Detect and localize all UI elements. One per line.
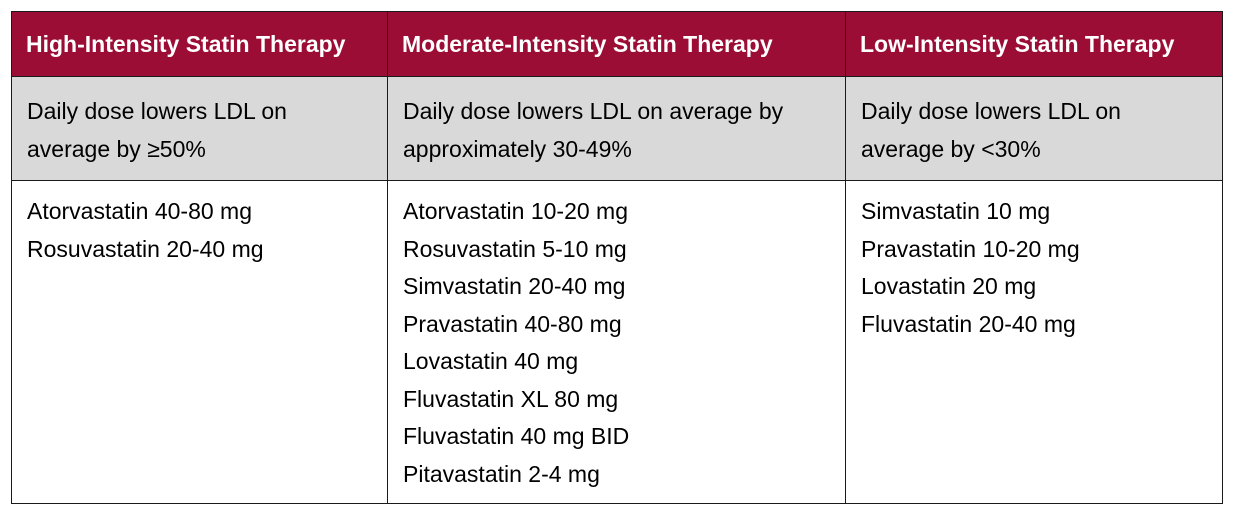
drug-list-moderate: Atorvastatin 10-20 mg Rosuvastatin 5-10 … (387, 180, 846, 504)
drug-item: Atorvastatin 40-80 mg (27, 198, 253, 224)
drug-item: Simvastatin 10 mg (861, 198, 1051, 224)
description-high-intensity: Daily dose lowers LDL on average by ≥50% (27, 98, 287, 162)
drug-item: Pitavastatin 2-4 mg (403, 460, 600, 487)
drug-item: Lovastatin 40 mg (403, 348, 579, 374)
drug-list-row: Atorvastatin 40-80 mg Rosuvastatin 20-40… (11, 180, 1223, 504)
description-low-intensity: Daily dose lowers LDL on average by <30% (861, 98, 1121, 162)
header-moderate-intensity: Moderate-Intensity Statin Therapy (387, 11, 846, 77)
description-cell-moderate: Daily dose lowers LDL on average by appr… (387, 76, 846, 181)
drug-item: Pravastatin 40-80 mg (403, 310, 622, 337)
header-high-intensity: High-Intensity Statin Therapy (11, 11, 388, 77)
drug-list-low: Simvastatin 10 mg Pravastatin 10-20 mg L… (845, 180, 1223, 504)
header-low-intensity: Low-Intensity Statin Therapy (845, 11, 1223, 77)
description-row: Daily dose lowers LDL on average by ≥50%… (11, 76, 1223, 181)
statin-intensity-table: High-Intensity Statin Therapy Moderate-I… (11, 11, 1223, 504)
description-cell-low: Daily dose lowers LDL on average by <30% (845, 76, 1223, 181)
drug-item: Atorvastatin 10-20 mg (403, 198, 629, 224)
drug-item: Fluvastatin XL 80 mg (403, 385, 619, 412)
header-row: High-Intensity Statin Therapy Moderate-I… (11, 11, 1223, 77)
description-cell-high: Daily dose lowers LDL on average by ≥50% (11, 76, 388, 181)
drug-item: Fluvastatin 40 mg BID (403, 423, 630, 449)
drug-item: Lovastatin 20 mg (861, 273, 1037, 299)
drug-item: Pravastatin 10-20 mg (861, 235, 1080, 262)
drug-item: Rosuvastatin 5-10 mg (403, 235, 627, 262)
drug-item: Fluvastatin 20-40 mg (861, 310, 1076, 337)
drug-item: Rosuvastatin 20-40 mg (27, 235, 264, 262)
description-moderate-intensity: Daily dose lowers LDL on average by appr… (403, 98, 784, 162)
drug-item: Simvastatin 20-40 mg (403, 273, 626, 299)
drug-list-high: Atorvastatin 40-80 mg Rosuvastatin 20-40… (11, 180, 388, 504)
